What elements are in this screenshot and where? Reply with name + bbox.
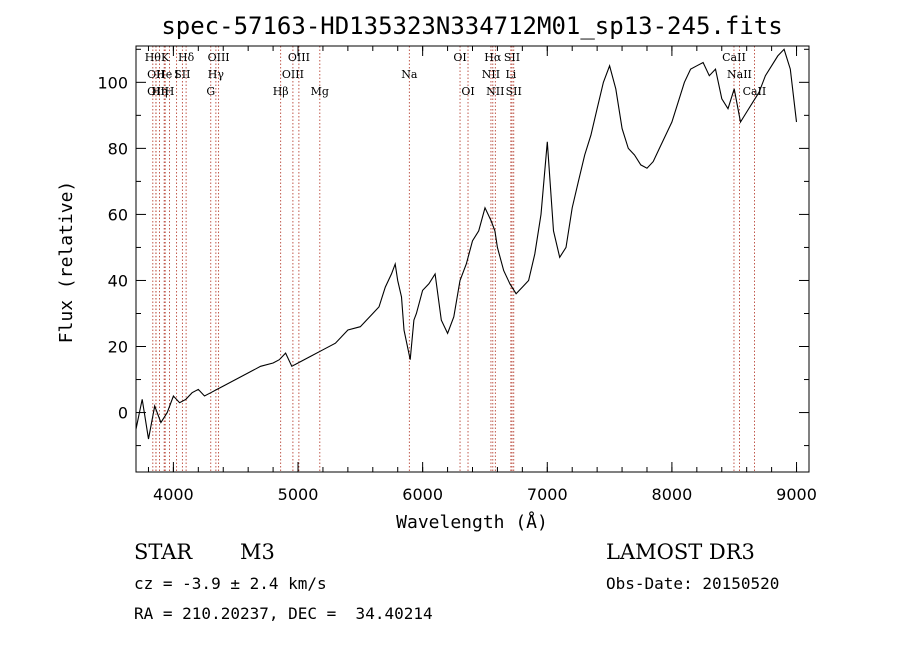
line-marker-label: OII [147, 68, 165, 81]
y-tick-label: 0 [118, 404, 128, 423]
line-marker-label: NII [486, 85, 504, 98]
line-marker-label: OIII [282, 68, 304, 81]
y-tick-label: 80 [108, 139, 128, 158]
y-tick-label: 60 [108, 205, 128, 224]
coordinates: RA = 210.20237, DEC = 34.40214 [134, 604, 433, 623]
plot-frame [135, 45, 810, 473]
line-marker-label: Hδ [178, 51, 195, 64]
line-marker-label: SII [504, 51, 520, 64]
line-marker-label: CaII [743, 85, 767, 98]
line-marker-label: Hη [151, 85, 167, 98]
line-marker-label: OII [147, 85, 165, 98]
line-marker-label: Li [505, 68, 516, 81]
line-marker-label: Hθ [145, 51, 162, 64]
chart-title: spec-57163-HD135323N334712M01_sp13-245.f… [161, 12, 782, 40]
x-tick-label: 9000 [776, 485, 817, 504]
line-marker-label: K [161, 51, 170, 64]
line-marker-label: Hβ [273, 85, 289, 98]
x-tick-label: 7000 [527, 485, 568, 504]
line-marker-label: I [174, 68, 178, 81]
line-marker-label: OI [453, 51, 466, 64]
line-marker-label: OIII [208, 51, 230, 64]
line-marker-label: He [156, 68, 172, 81]
line-marker-labels: HθOIIOIIHηHeKHISIIHδGHγOIIIHβOIIIOIIIMgN… [145, 51, 767, 98]
line-marker-label: Hγ [208, 68, 225, 81]
spectrum-line [135, 48, 798, 440]
line-marker-label: NII [482, 68, 500, 81]
redshift-value: cz = -3.9 ± 2.4 km/s [134, 574, 327, 593]
line-marker-label: SII [174, 68, 190, 81]
line-marker-label: OI [461, 85, 474, 98]
line-markers [152, 46, 755, 472]
spectral-subclass: M3 [240, 540, 275, 564]
line-marker-label: CaII [722, 51, 746, 64]
line-marker-label: H [165, 85, 175, 98]
object-type: STAR [134, 540, 193, 564]
y-tick-label: 20 [108, 338, 128, 357]
line-marker-label: G [206, 85, 215, 98]
x-tick-label: 4000 [153, 485, 194, 504]
y-axis: 0 20 40 60 80 100 [97, 48, 809, 447]
x-tick-label: 6000 [402, 485, 443, 504]
observation-date: Obs-Date: 20150520 [606, 574, 780, 593]
line-marker-label: OIII [288, 51, 310, 64]
y-tick-label: 40 [108, 271, 128, 290]
x-axis-label: Wavelength (Å) [396, 511, 548, 533]
line-marker-label: Na [401, 68, 418, 81]
line-marker-label: NaII [727, 68, 752, 81]
line-marker-label: Mg [311, 85, 329, 98]
x-axis: 4000 5000 6000 7000 8000 9000 [147, 46, 817, 504]
y-tick-label: 100 [97, 73, 128, 92]
line-marker-label: SII [506, 85, 522, 98]
x-tick-label: 8000 [652, 485, 693, 504]
y-axis-label: Flux (relative) [56, 181, 77, 344]
survey-name: LAMOST DR3 [606, 540, 755, 564]
x-tick-label: 5000 [278, 485, 319, 504]
line-marker-label: Hα [484, 51, 502, 64]
